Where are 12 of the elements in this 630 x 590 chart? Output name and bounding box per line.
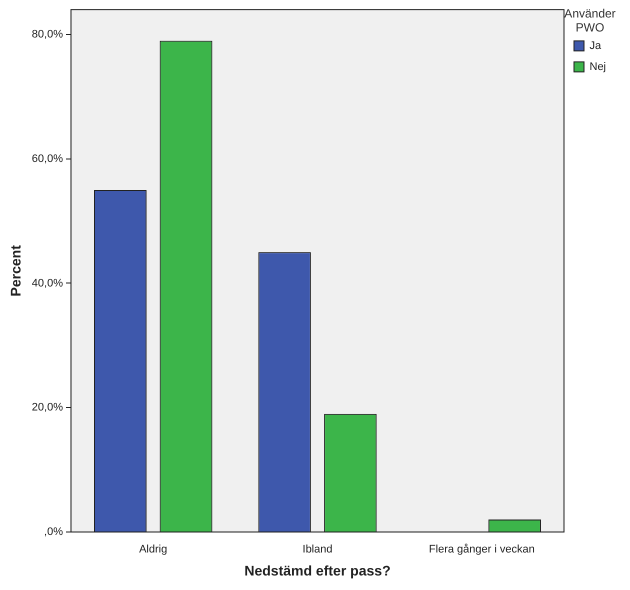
y-tick-label: 20,0% [32,402,64,414]
x-tick-label: Ibland [302,544,332,556]
y-axis-title: Percent [7,244,24,296]
x-tick-label: Aldrig [139,544,168,556]
legend-label: Ja [589,40,602,52]
y-tick-label: ,0% [44,526,64,538]
y-tick-label: 40,0% [32,277,64,290]
y-tick-label: 60,0% [32,152,64,165]
legend-label: Nej [589,60,606,73]
y-tick-label: 80,0% [32,28,64,41]
x-tick-label: Flera gånger i veckan [428,544,535,556]
x-axis-title: Nedstämd efter pass? [244,562,391,578]
